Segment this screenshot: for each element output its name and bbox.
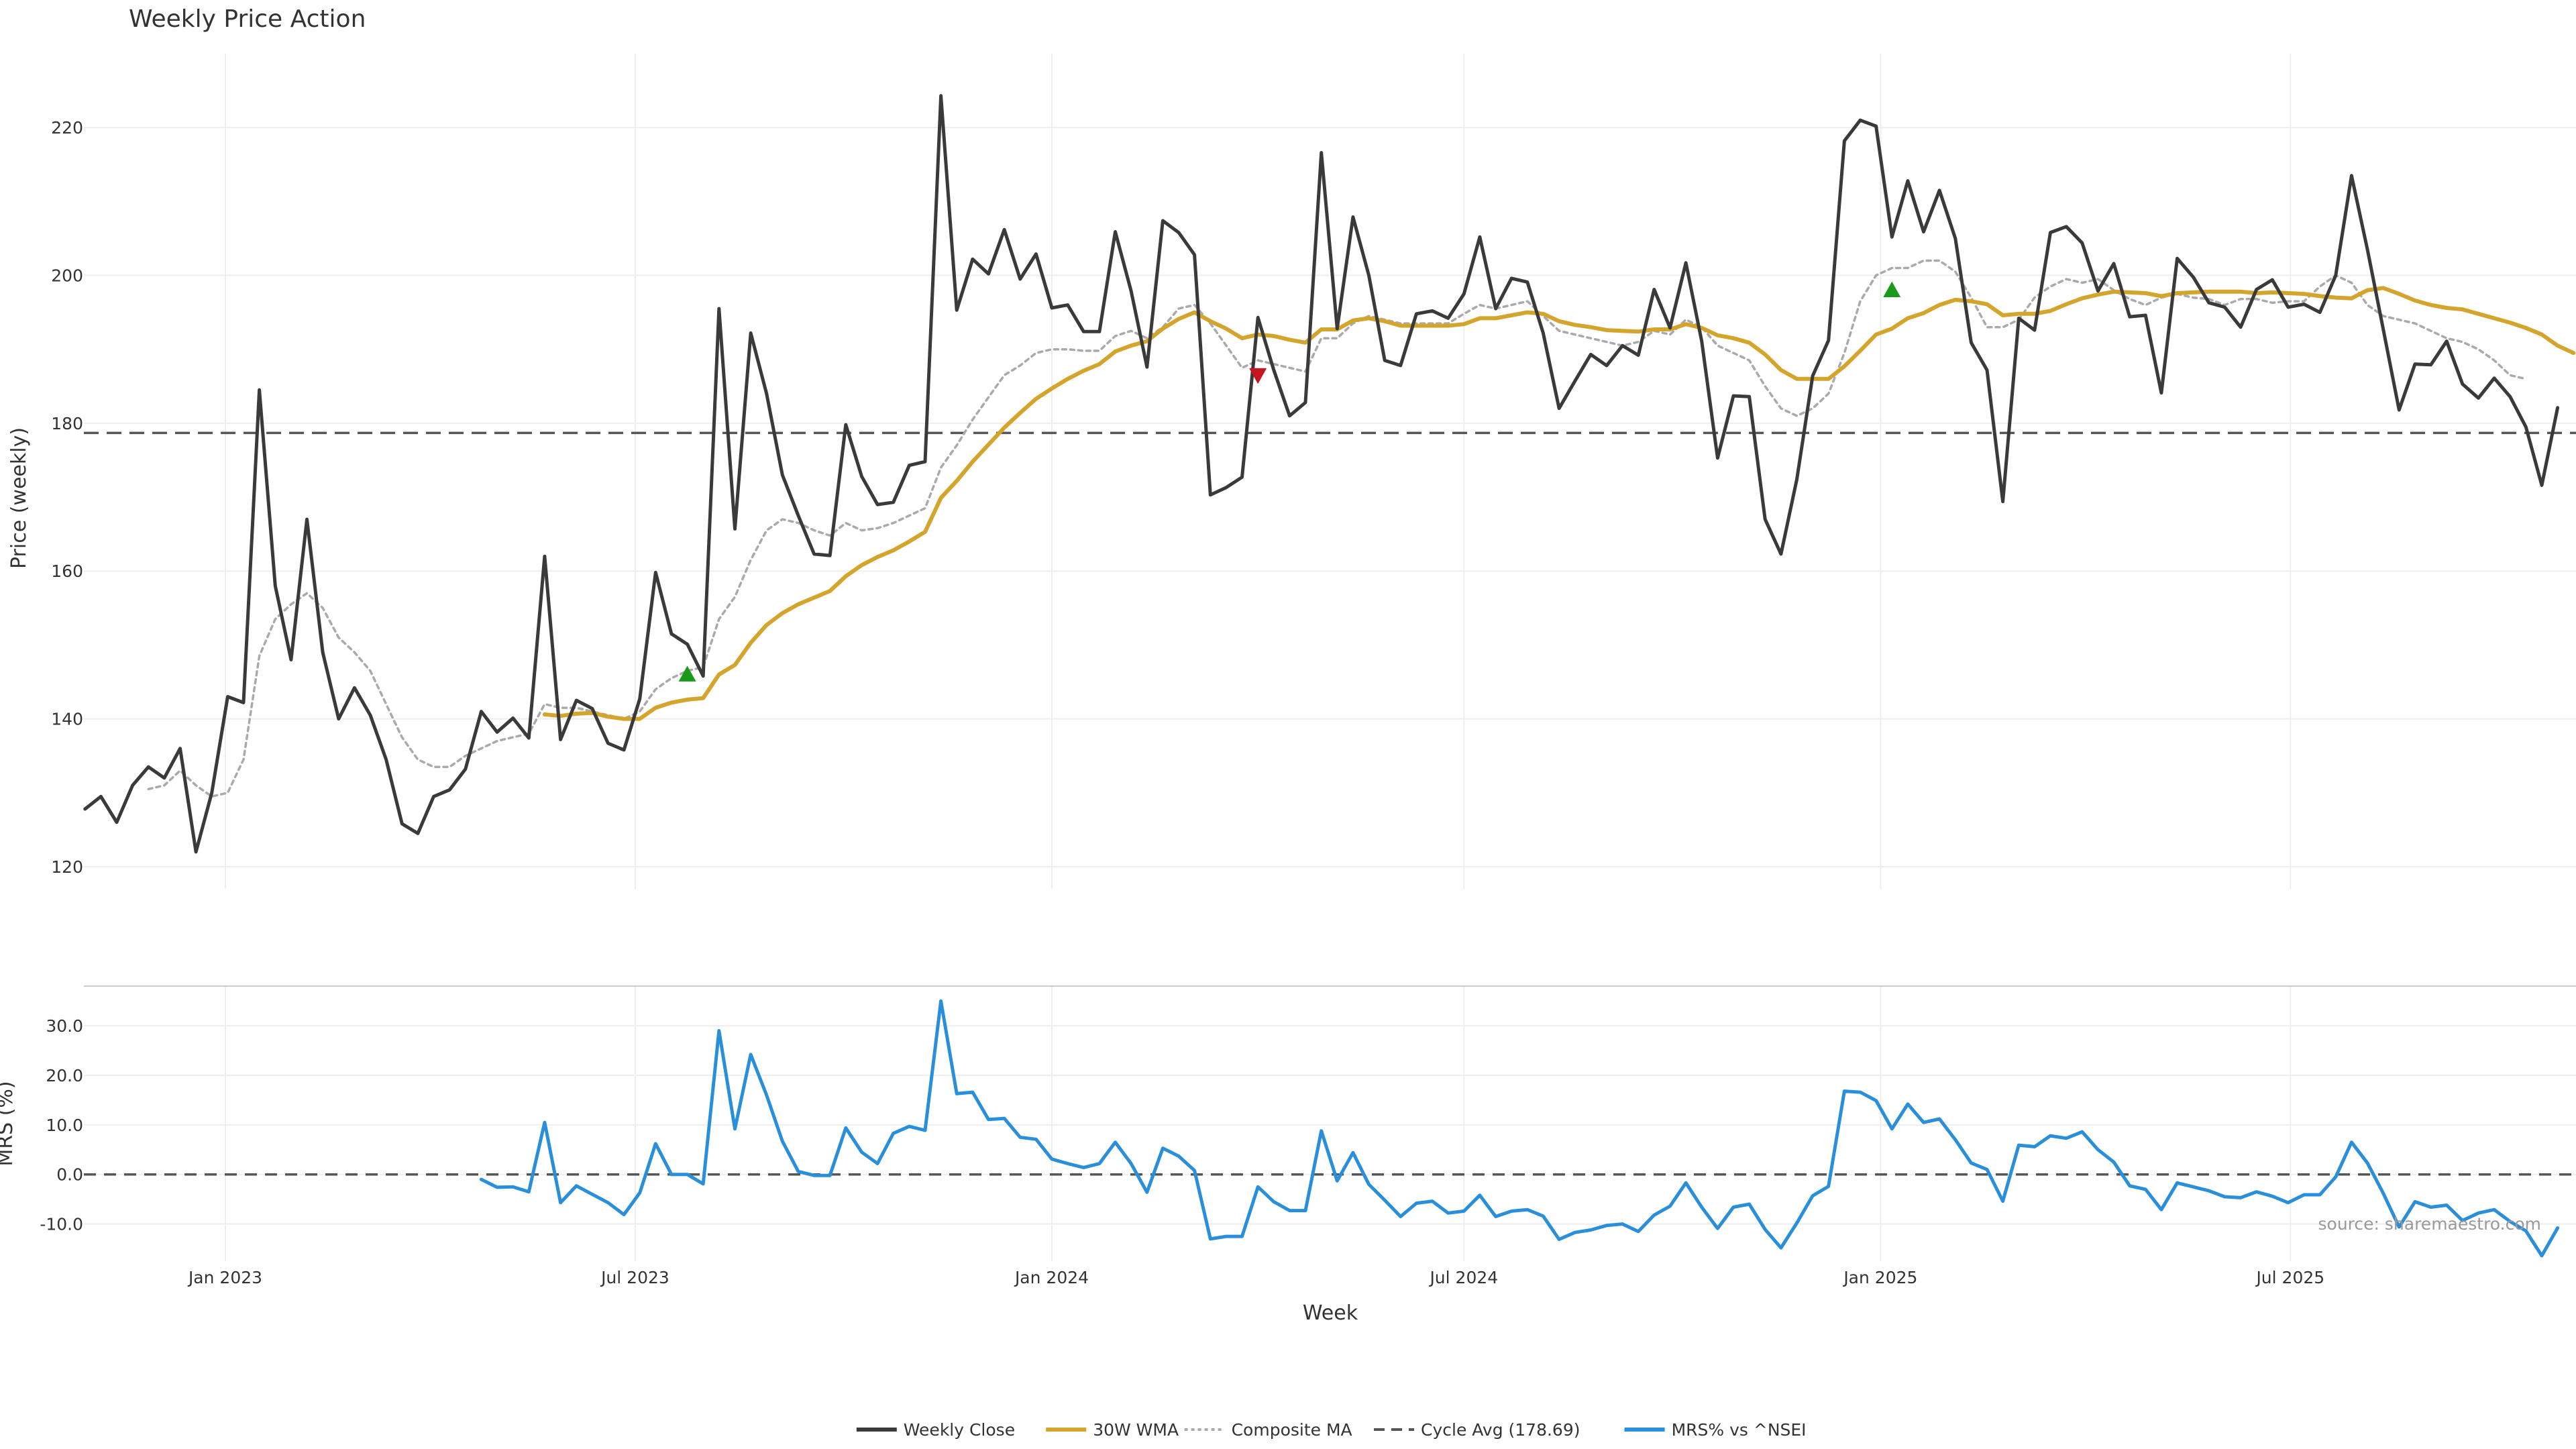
mrs-y-tick-0: -10.0 [40,1215,83,1234]
source-note: source: sharemaestro.com [2318,1214,2542,1234]
x-tick-label-3: Jul 2024 [1428,1268,1498,1287]
price-y-tick-0: 120 [51,857,83,877]
price-panel: 120 140 160 180 200 220 Price (weekly) [7,54,2576,889]
price-y-tick-5: 220 [51,118,83,138]
legend-label-3: Cycle Avg (178.69) [1421,1420,1580,1440]
series-30w-wma-line [542,286,2576,721]
x-tick-label-2: Jan 2024 [1014,1268,1089,1287]
x-tick-label-1: Jul 2023 [600,1268,669,1287]
mrs-y-axis-label: MRS (%) [0,1081,17,1166]
legend-label-1: 30W WMA [1093,1420,1179,1440]
mrs-y-tick-1: 0.0 [56,1165,83,1185]
series-mrs-vs-nsei-line [479,999,2560,1258]
legend-item-1: 30W WMA [1046,1420,1179,1440]
series-weekly-close-line [83,94,2560,854]
price-y-tick-3: 180 [51,414,83,433]
legend: Weekly Close 30W WMA Composite MA Cycle Avg… [856,1420,1807,1440]
legend-item-2: Composite MA [1184,1420,1352,1440]
mrs-y-tick-2: 10.0 [46,1116,83,1135]
price-y-axis-label: Price (weekly) [7,427,31,569]
buy-signal-marker-0 [678,665,696,682]
x-tick-label-4: Jan 2025 [1842,1268,1917,1287]
x-tick-label-0: Jan 2023 [187,1268,262,1287]
x-axis-label: Week [1303,1301,1358,1325]
price-y-tick-4: 200 [51,266,83,286]
price-y-tick-1: 140 [51,710,83,729]
x-tick-label-5: Jul 2025 [2255,1268,2324,1287]
mrs-y-tick-4: 30.0 [46,1016,83,1036]
mrs-panel: Jan 2023 Jul 2023 Jan 2024 Jul 2024 Jan 2025… [0,985,2576,1325]
chart-title: Weekly Price Action [129,5,366,33]
buy-signal-marker-2 [1883,281,1901,297]
legend-label-0: Weekly Close [904,1420,1015,1440]
series-composite-ma-line [147,259,2528,798]
sell-signal-marker-1 [1249,368,1267,384]
mrs-y-tick-3: 20.0 [46,1066,83,1085]
legend-item-0: Weekly Close [856,1420,1015,1440]
price-y-tick-2: 160 [51,561,83,581]
legend-label-4: MRS% vs ^NSEI [1672,1420,1807,1440]
legend-item-4: MRS% vs ^NSEI [1624,1420,1807,1440]
legend-item-3: Cycle Avg (178.69) [1374,1420,1580,1440]
legend-label-2: Composite MA [1232,1420,1352,1440]
